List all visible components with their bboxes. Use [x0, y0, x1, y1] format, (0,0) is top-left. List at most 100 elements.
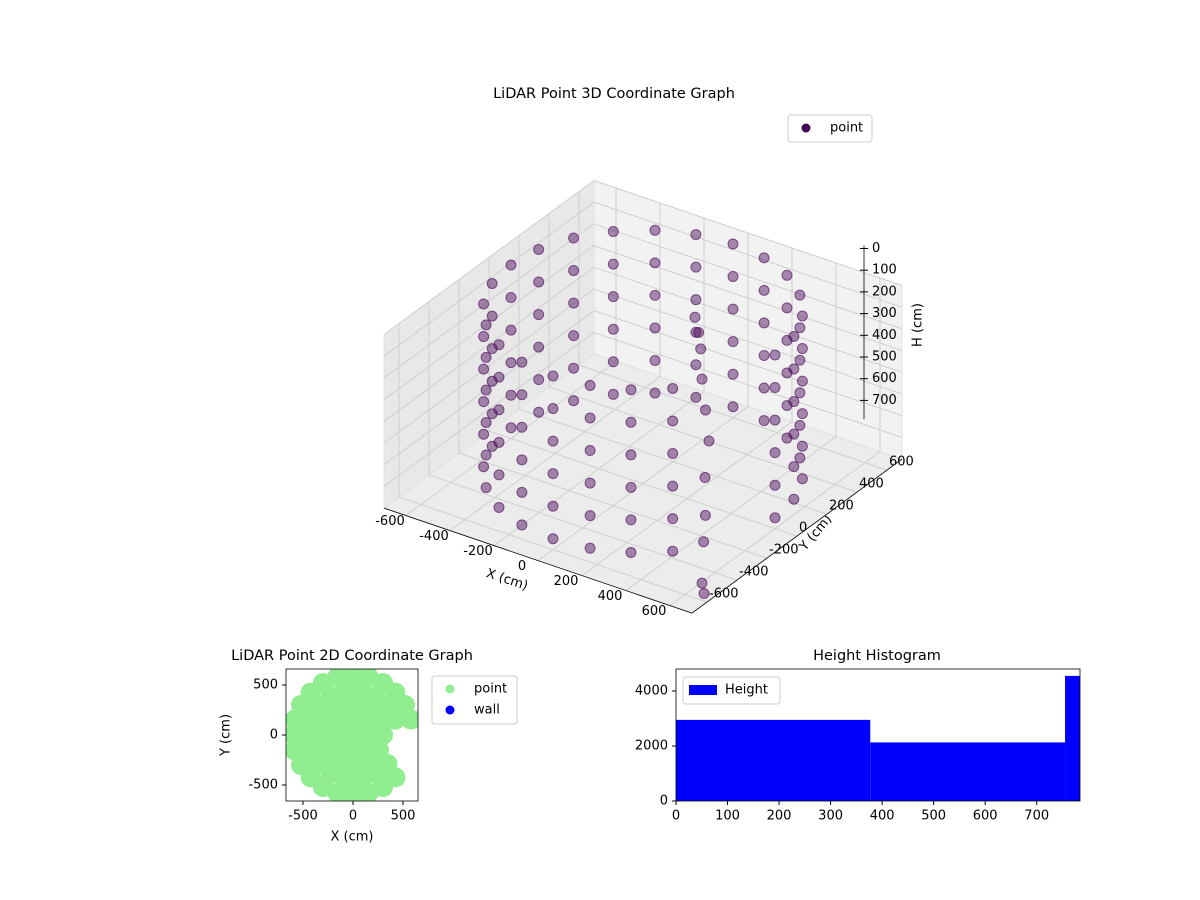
z-tick-label: 600: [872, 371, 897, 386]
point: [568, 362, 580, 374]
point: [568, 330, 580, 342]
x-tick-label: -400: [419, 529, 449, 544]
point: [533, 309, 545, 321]
point: [667, 545, 679, 557]
point: [696, 577, 708, 589]
point: [769, 349, 781, 361]
point: [493, 339, 505, 351]
legend-box: [787, 114, 873, 143]
point: [727, 368, 739, 380]
point: [625, 416, 637, 428]
point: [327, 783, 348, 801]
point: [788, 330, 800, 342]
x-tick-label: 600: [973, 809, 998, 824]
y-tick-label: 500: [253, 678, 278, 693]
z-tick-label: 100: [872, 263, 897, 278]
point: [796, 408, 808, 420]
legend-label: point: [474, 682, 507, 697]
point: [794, 354, 806, 366]
grid-line: [383, 223, 903, 379]
point: [313, 725, 333, 745]
point: [505, 357, 517, 369]
point: [584, 379, 596, 391]
point: [533, 243, 545, 255]
point: [769, 512, 781, 524]
point: [649, 322, 661, 334]
point: [568, 297, 580, 309]
grid-line: [398, 323, 708, 603]
point: [478, 461, 490, 473]
point: [667, 382, 679, 394]
point: [696, 373, 708, 385]
point: [343, 669, 363, 685]
z-tick-label: 400: [872, 328, 897, 343]
x-tick-label: 0: [518, 559, 526, 574]
point: [649, 387, 661, 399]
bar: [1065, 675, 1080, 801]
x-axis: [383, 507, 693, 614]
point: [480, 482, 492, 494]
point: [758, 349, 770, 361]
point: [547, 435, 559, 447]
y-tick-label: 0: [799, 521, 807, 536]
point: [584, 477, 596, 489]
y-tick-label: 200: [829, 499, 854, 514]
x-axis-label: X (cm): [331, 830, 374, 845]
chart-title: LiDAR Point 2D Coordinate Graph: [231, 648, 473, 664]
y-tick-label: -600: [709, 587, 739, 602]
z-tick-label: 500: [872, 350, 897, 365]
point: [690, 229, 702, 241]
grid-line: [537, 233, 749, 562]
z-tick-label: 200: [872, 284, 897, 299]
point: [480, 449, 492, 461]
grid-line: [383, 266, 903, 422]
legend-swatch: [445, 684, 455, 694]
point: [300, 709, 321, 730]
point: [703, 435, 715, 447]
point: [649, 355, 661, 366]
point: [505, 292, 517, 304]
point: [794, 452, 806, 464]
point: [584, 510, 596, 522]
point: [286, 725, 303, 745]
point: [625, 546, 637, 558]
point: [796, 375, 808, 387]
point: [667, 480, 679, 492]
point: [788, 461, 800, 473]
point: [584, 445, 596, 457]
point: [385, 767, 406, 788]
bar: [870, 742, 1066, 801]
grid-line: [428, 301, 738, 581]
point: [796, 473, 808, 485]
point: [690, 294, 702, 306]
point: [769, 447, 781, 459]
point: [478, 428, 490, 440]
y-tick-label: 400: [859, 477, 884, 492]
point: [788, 428, 800, 440]
point: [607, 291, 619, 303]
grid-line: [493, 218, 705, 547]
point: [568, 232, 580, 244]
legend-label: Height: [725, 683, 768, 698]
point: [695, 343, 707, 355]
point: [689, 311, 701, 323]
y-tick-label: 4000: [635, 684, 668, 699]
point: [698, 587, 710, 599]
point: [516, 454, 528, 466]
point: [649, 224, 661, 236]
point: [690, 359, 702, 371]
point: [727, 303, 739, 315]
point: [690, 391, 702, 403]
point: [625, 449, 637, 461]
point: [547, 370, 559, 382]
point: [493, 404, 505, 416]
legend-label: point: [830, 121, 863, 136]
point: [781, 269, 793, 281]
point: [693, 327, 705, 338]
x-tick-label: 200: [767, 809, 792, 824]
point: [794, 419, 806, 431]
point: [607, 356, 619, 368]
point: [373, 725, 393, 745]
x-tick-label: 400: [598, 589, 623, 604]
grid-line: [383, 288, 903, 444]
